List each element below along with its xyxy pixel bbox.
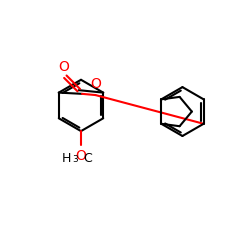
Text: H: H: [61, 152, 71, 164]
Text: O: O: [58, 60, 69, 74]
Text: 3: 3: [72, 155, 78, 164]
Text: O: O: [90, 77, 101, 91]
Text: O: O: [76, 149, 86, 163]
Text: C: C: [83, 152, 92, 164]
